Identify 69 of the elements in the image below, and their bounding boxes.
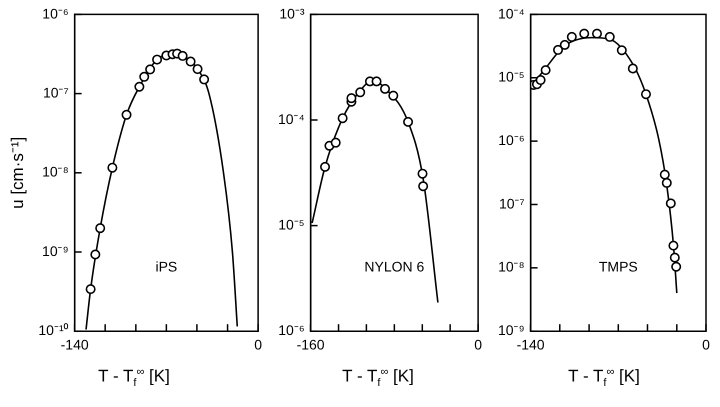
point xyxy=(640,89,651,100)
point xyxy=(199,74,210,84)
y-tick-label: 10⁻⁷ xyxy=(42,84,69,100)
y-tick-label: 10⁻³ xyxy=(279,5,305,22)
point xyxy=(186,56,196,67)
y-tick-label: 10⁻⁴ xyxy=(278,110,305,127)
y-tick-label: 10⁻⁶ xyxy=(498,132,525,148)
point xyxy=(122,110,132,120)
point xyxy=(666,198,676,208)
point xyxy=(540,65,551,76)
x-tick-label: 0 xyxy=(474,336,482,352)
y-tick-label: 10⁻¹⁰ xyxy=(38,322,69,338)
point xyxy=(380,84,390,94)
point xyxy=(560,40,570,50)
point xyxy=(579,28,590,39)
point xyxy=(95,223,106,234)
x-tick-label: 0 xyxy=(702,336,710,352)
annotation: NYLON 6 xyxy=(364,258,425,275)
y-tick-label: 10⁻⁹ xyxy=(42,242,69,259)
x-tick-label: 0 xyxy=(254,336,262,352)
point xyxy=(604,32,615,42)
point xyxy=(355,87,366,98)
point xyxy=(320,162,330,172)
y-axis-title: u [cm·s⁻¹] xyxy=(8,136,27,209)
point xyxy=(107,162,118,173)
point xyxy=(566,32,577,42)
x-tick-label: -140 xyxy=(516,336,545,352)
y-tick-label: 10⁻⁸ xyxy=(42,164,69,180)
point xyxy=(346,93,356,104)
point xyxy=(536,75,546,86)
annotation: TMPS xyxy=(598,258,638,275)
point xyxy=(418,181,428,192)
point xyxy=(628,64,638,74)
point xyxy=(660,170,670,180)
x-tick-label: -140 xyxy=(60,336,89,352)
y-tick-label: 10⁻⁷ xyxy=(498,195,525,212)
point xyxy=(192,64,203,74)
point xyxy=(134,82,144,92)
x-axis-title: T - T$_{f}$$^{∞}$ [K] xyxy=(97,366,171,390)
point xyxy=(616,45,627,56)
point xyxy=(418,168,428,179)
point xyxy=(670,252,680,263)
y-tick-label: 10⁻⁸ xyxy=(498,258,525,275)
x-axis-title: T - T$_{f}$$^{∞}$ [K] xyxy=(567,366,641,390)
point xyxy=(403,116,414,127)
point xyxy=(338,113,348,124)
point xyxy=(372,76,382,86)
y-tick-label: 10⁻⁵ xyxy=(278,216,305,232)
point xyxy=(662,178,672,188)
point xyxy=(90,249,100,260)
point xyxy=(330,138,341,148)
point xyxy=(152,54,162,65)
point xyxy=(553,44,564,55)
y-tick-label: 10⁻⁹ xyxy=(498,322,525,338)
point xyxy=(668,240,678,251)
y-tick-label: 10⁻⁵ xyxy=(498,68,525,85)
point xyxy=(592,28,602,39)
point xyxy=(178,50,188,61)
y-tick-label: 10⁻⁶ xyxy=(42,5,69,22)
point xyxy=(86,284,96,294)
point xyxy=(139,72,150,82)
x-tick-label: -160 xyxy=(296,336,325,352)
annotation: iPS xyxy=(155,258,178,275)
y-tick-label: 10⁻⁶ xyxy=(278,322,305,338)
y-tick-label: 10⁻⁴ xyxy=(498,5,525,22)
point xyxy=(145,64,156,74)
point xyxy=(388,90,398,101)
point xyxy=(671,262,682,272)
x-axis-title: T - T$_{f}$$^{∞}$ [K] xyxy=(341,366,415,390)
